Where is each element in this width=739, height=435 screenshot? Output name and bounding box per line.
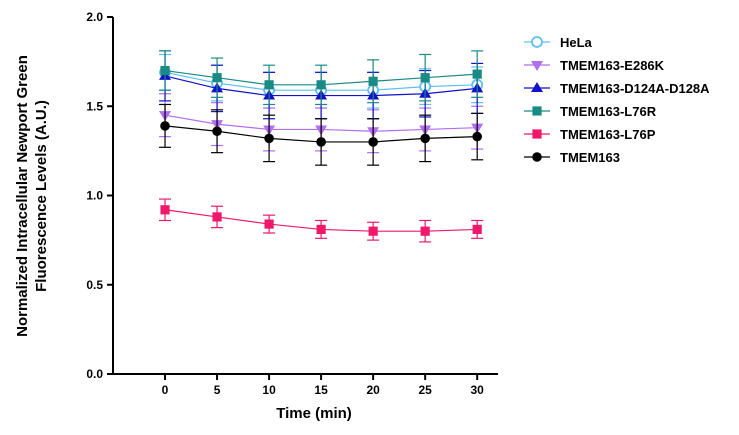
legend-marker [532, 129, 542, 139]
x-tick-label: 25 [418, 383, 432, 397]
data-point [316, 137, 326, 147]
data-point [472, 69, 482, 79]
x-tick-label: 5 [214, 383, 221, 397]
legend: HeLa TMEM163-E286K TMEM163-D124A-D128A TMEM… [524, 35, 710, 165]
x-tick-label: 30 [471, 383, 485, 397]
data-point [212, 126, 222, 137]
y-axis-title-line-1: Normalized Intracellular Newport Green [14, 55, 31, 337]
data-point [160, 121, 170, 131]
x-tick-label: 15 [314, 383, 328, 397]
legend-marker [531, 61, 543, 71]
legend-label: TMEM163-L76R [560, 104, 657, 119]
legend-item: HeLa [524, 35, 593, 50]
legend-marker [531, 36, 543, 48]
legend-label: TMEM163-E286K [560, 58, 665, 73]
legend-marker [532, 106, 542, 116]
legend-label: TMEM163-D124A-D128A [560, 81, 710, 96]
data-point [264, 80, 274, 90]
legend-label: TMEM163-L76P [560, 127, 656, 142]
y-tick-label: 0.5 [86, 278, 103, 292]
legend-item: TMEM163-L76R [524, 104, 657, 119]
data-point [212, 73, 222, 83]
x-axis-title: Time (min) [276, 405, 352, 422]
data-point [368, 137, 378, 147]
axes: 0.0 0.5 1.0 1.5 2.0 0 5 10 15 20 25 30 [86, 10, 498, 397]
data-point [472, 131, 482, 142]
legend-label: TMEM163 [560, 150, 620, 165]
data-point [368, 76, 378, 86]
legend-item: TMEM163-L76P [524, 127, 656, 142]
legend-item: TMEM163-D124A-D128A [524, 81, 710, 96]
y-axis-title-line-2: Fluorescence Levels (A.U.) [33, 100, 50, 292]
series-4 [159, 198, 484, 243]
y-tick-label: 2.0 [86, 10, 103, 24]
x-tick-label: 20 [366, 383, 380, 397]
data-point [420, 226, 430, 236]
series-layer [159, 50, 484, 243]
data-point [264, 219, 274, 229]
data-point [420, 73, 430, 83]
legend-label: HeLa [560, 35, 593, 50]
data-point [420, 133, 430, 144]
data-point [212, 212, 222, 222]
data-point [160, 205, 170, 215]
series-3 [159, 50, 484, 106]
data-point [264, 133, 274, 144]
legend-marker [531, 82, 543, 92]
x-tick-label: 10 [262, 383, 276, 397]
y-axis-title: Normalized Intracellular Newport Green F… [14, 55, 50, 337]
y-tick-label: 1.5 [86, 99, 103, 113]
legend-item: TMEM163-E286K [524, 58, 665, 73]
legend-marker [532, 152, 542, 162]
y-tick-label: 1.0 [86, 189, 103, 203]
data-point [316, 80, 326, 90]
data-point [368, 226, 378, 236]
x-tick-label: 0 [162, 383, 169, 397]
legend-item: TMEM163 [524, 150, 620, 165]
data-point [160, 65, 170, 76]
data-point [472, 224, 482, 235]
y-tick-label: 0.0 [86, 367, 103, 381]
data-point [316, 224, 326, 235]
series-5 [159, 103, 484, 166]
